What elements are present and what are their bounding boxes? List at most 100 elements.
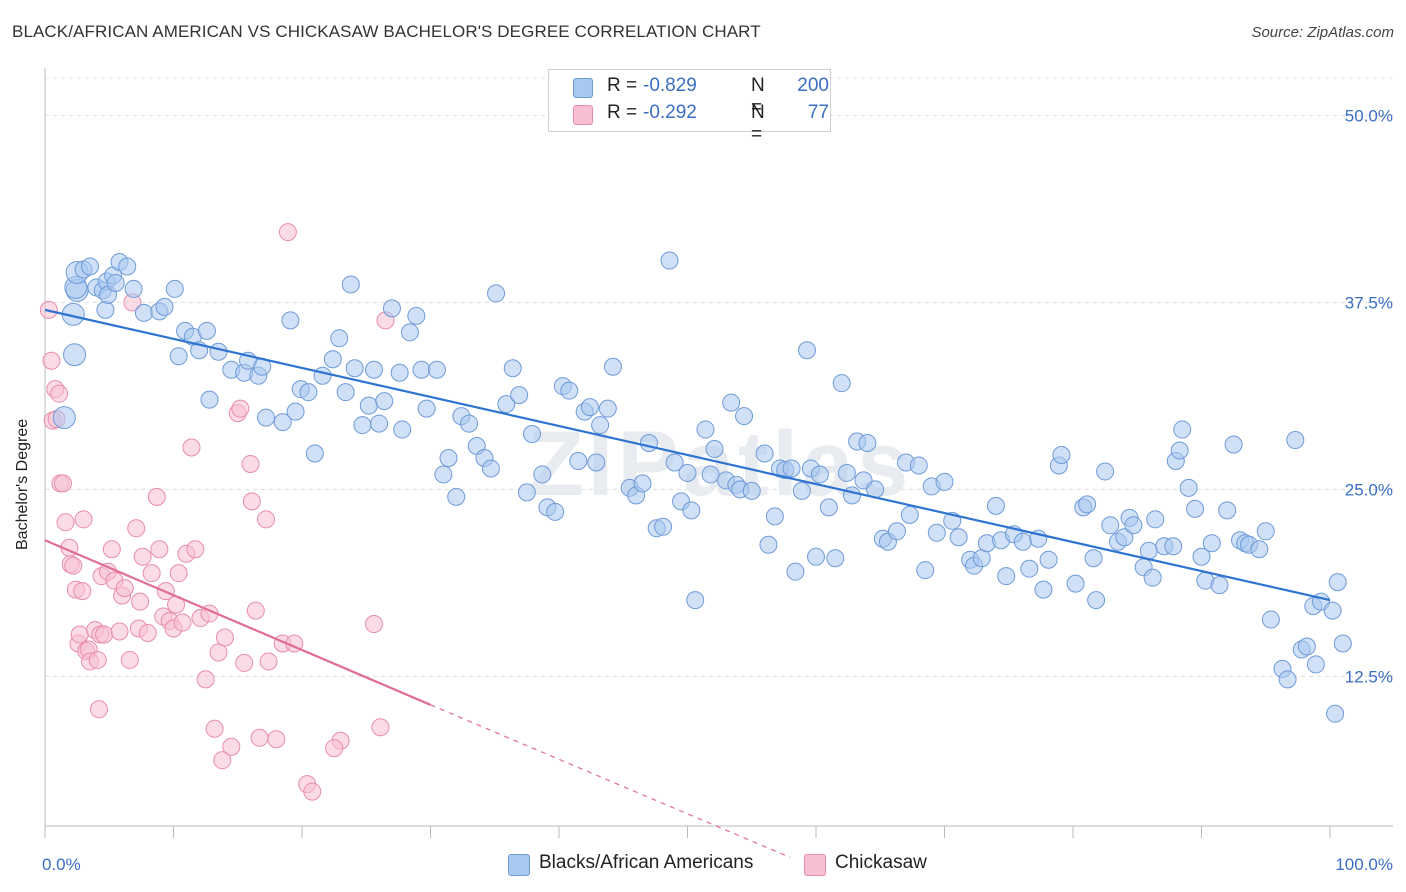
data-point	[481, 459, 500, 478]
data-point	[735, 407, 754, 426]
y-tick-label: 37.5%	[1345, 293, 1393, 312]
data-point	[50, 384, 69, 403]
data-point	[1224, 435, 1243, 454]
data-point	[765, 507, 784, 526]
data-point	[205, 719, 224, 738]
data-point	[1333, 634, 1352, 653]
trend-line	[44, 539, 431, 706]
data-point	[345, 359, 364, 378]
data-point	[257, 510, 276, 529]
data-point	[701, 465, 720, 484]
data-point	[80, 257, 99, 276]
data-point	[832, 374, 851, 393]
data-point	[165, 279, 184, 298]
data-point	[1250, 540, 1269, 559]
data-point	[1087, 591, 1106, 610]
data-point	[633, 474, 652, 493]
data-point	[213, 751, 232, 770]
data-point	[1139, 541, 1158, 560]
data-point	[580, 398, 599, 417]
legend-r-value: -0.829	[643, 75, 697, 96]
data-point	[517, 483, 536, 502]
data-point	[949, 528, 968, 547]
data-point	[341, 275, 360, 294]
data-point	[1124, 516, 1143, 535]
data-point	[682, 501, 701, 520]
data-point	[209, 342, 228, 361]
data-point	[1326, 704, 1345, 723]
data-point	[215, 628, 234, 647]
data-point	[997, 567, 1016, 586]
data-point	[591, 416, 610, 435]
data-point	[127, 519, 146, 538]
data-point	[257, 408, 276, 427]
bottom-legend-swatch-pink	[804, 854, 826, 876]
data-point	[330, 329, 349, 348]
data-point	[1261, 610, 1280, 629]
data-point	[546, 502, 565, 521]
bottom-legend-swatch-blue	[508, 854, 530, 876]
data-point	[1170, 441, 1189, 460]
data-point	[134, 303, 153, 322]
data-point	[447, 487, 466, 506]
data-point	[603, 357, 622, 376]
data-point	[313, 366, 332, 385]
data-point	[916, 561, 935, 580]
data-point	[278, 223, 297, 242]
data-point	[1210, 576, 1229, 595]
data-point	[273, 413, 292, 432]
legend-n-label: N =	[751, 102, 765, 145]
axes	[44, 68, 1393, 838]
data-point	[370, 414, 389, 433]
data-point	[434, 465, 453, 484]
data-point	[1306, 655, 1325, 674]
data-point	[359, 396, 378, 415]
tick-labels: 12.5% 25.0% 37.5% 50.0% 0.0% 100.0%	[42, 106, 1393, 874]
data-point	[52, 406, 76, 430]
legend-r-label: R =	[607, 102, 638, 123]
data-point	[639, 434, 658, 453]
data-point	[1164, 537, 1183, 556]
data-point	[259, 652, 278, 671]
data-point	[102, 540, 121, 559]
data-point	[182, 438, 201, 457]
data-point	[196, 670, 215, 689]
data-point	[246, 601, 265, 620]
data-point	[1084, 549, 1103, 568]
data-point	[533, 465, 552, 484]
data-point	[439, 448, 458, 467]
data-point	[696, 420, 715, 439]
data-point	[842, 486, 861, 505]
data-point	[986, 496, 1005, 515]
data-point	[147, 487, 166, 506]
data-point	[1173, 420, 1192, 439]
data-point	[807, 547, 825, 566]
data-point	[110, 622, 129, 641]
data-point	[1286, 431, 1305, 450]
legend-n-label: N =	[751, 75, 765, 118]
data-point	[222, 737, 241, 756]
data-point	[460, 414, 479, 433]
data-point	[412, 360, 431, 379]
data-point	[665, 453, 684, 472]
data-point	[150, 540, 169, 559]
data-point	[427, 360, 446, 379]
data-point	[173, 613, 192, 632]
data-point	[1323, 601, 1342, 620]
data-point	[798, 341, 817, 360]
data-point	[560, 381, 579, 400]
data-point	[1328, 573, 1347, 592]
data-point	[393, 420, 412, 439]
y-tick-label: 50.0%	[1345, 106, 1393, 125]
data-point	[231, 399, 250, 418]
data-point	[70, 625, 89, 644]
data-point	[118, 257, 137, 276]
data-point	[106, 273, 125, 292]
data-point	[89, 700, 108, 719]
data-point	[169, 564, 188, 583]
data-point	[972, 549, 991, 568]
data-point	[523, 425, 542, 444]
data-point	[722, 393, 741, 412]
data-point	[353, 416, 372, 435]
data-point	[115, 579, 134, 598]
